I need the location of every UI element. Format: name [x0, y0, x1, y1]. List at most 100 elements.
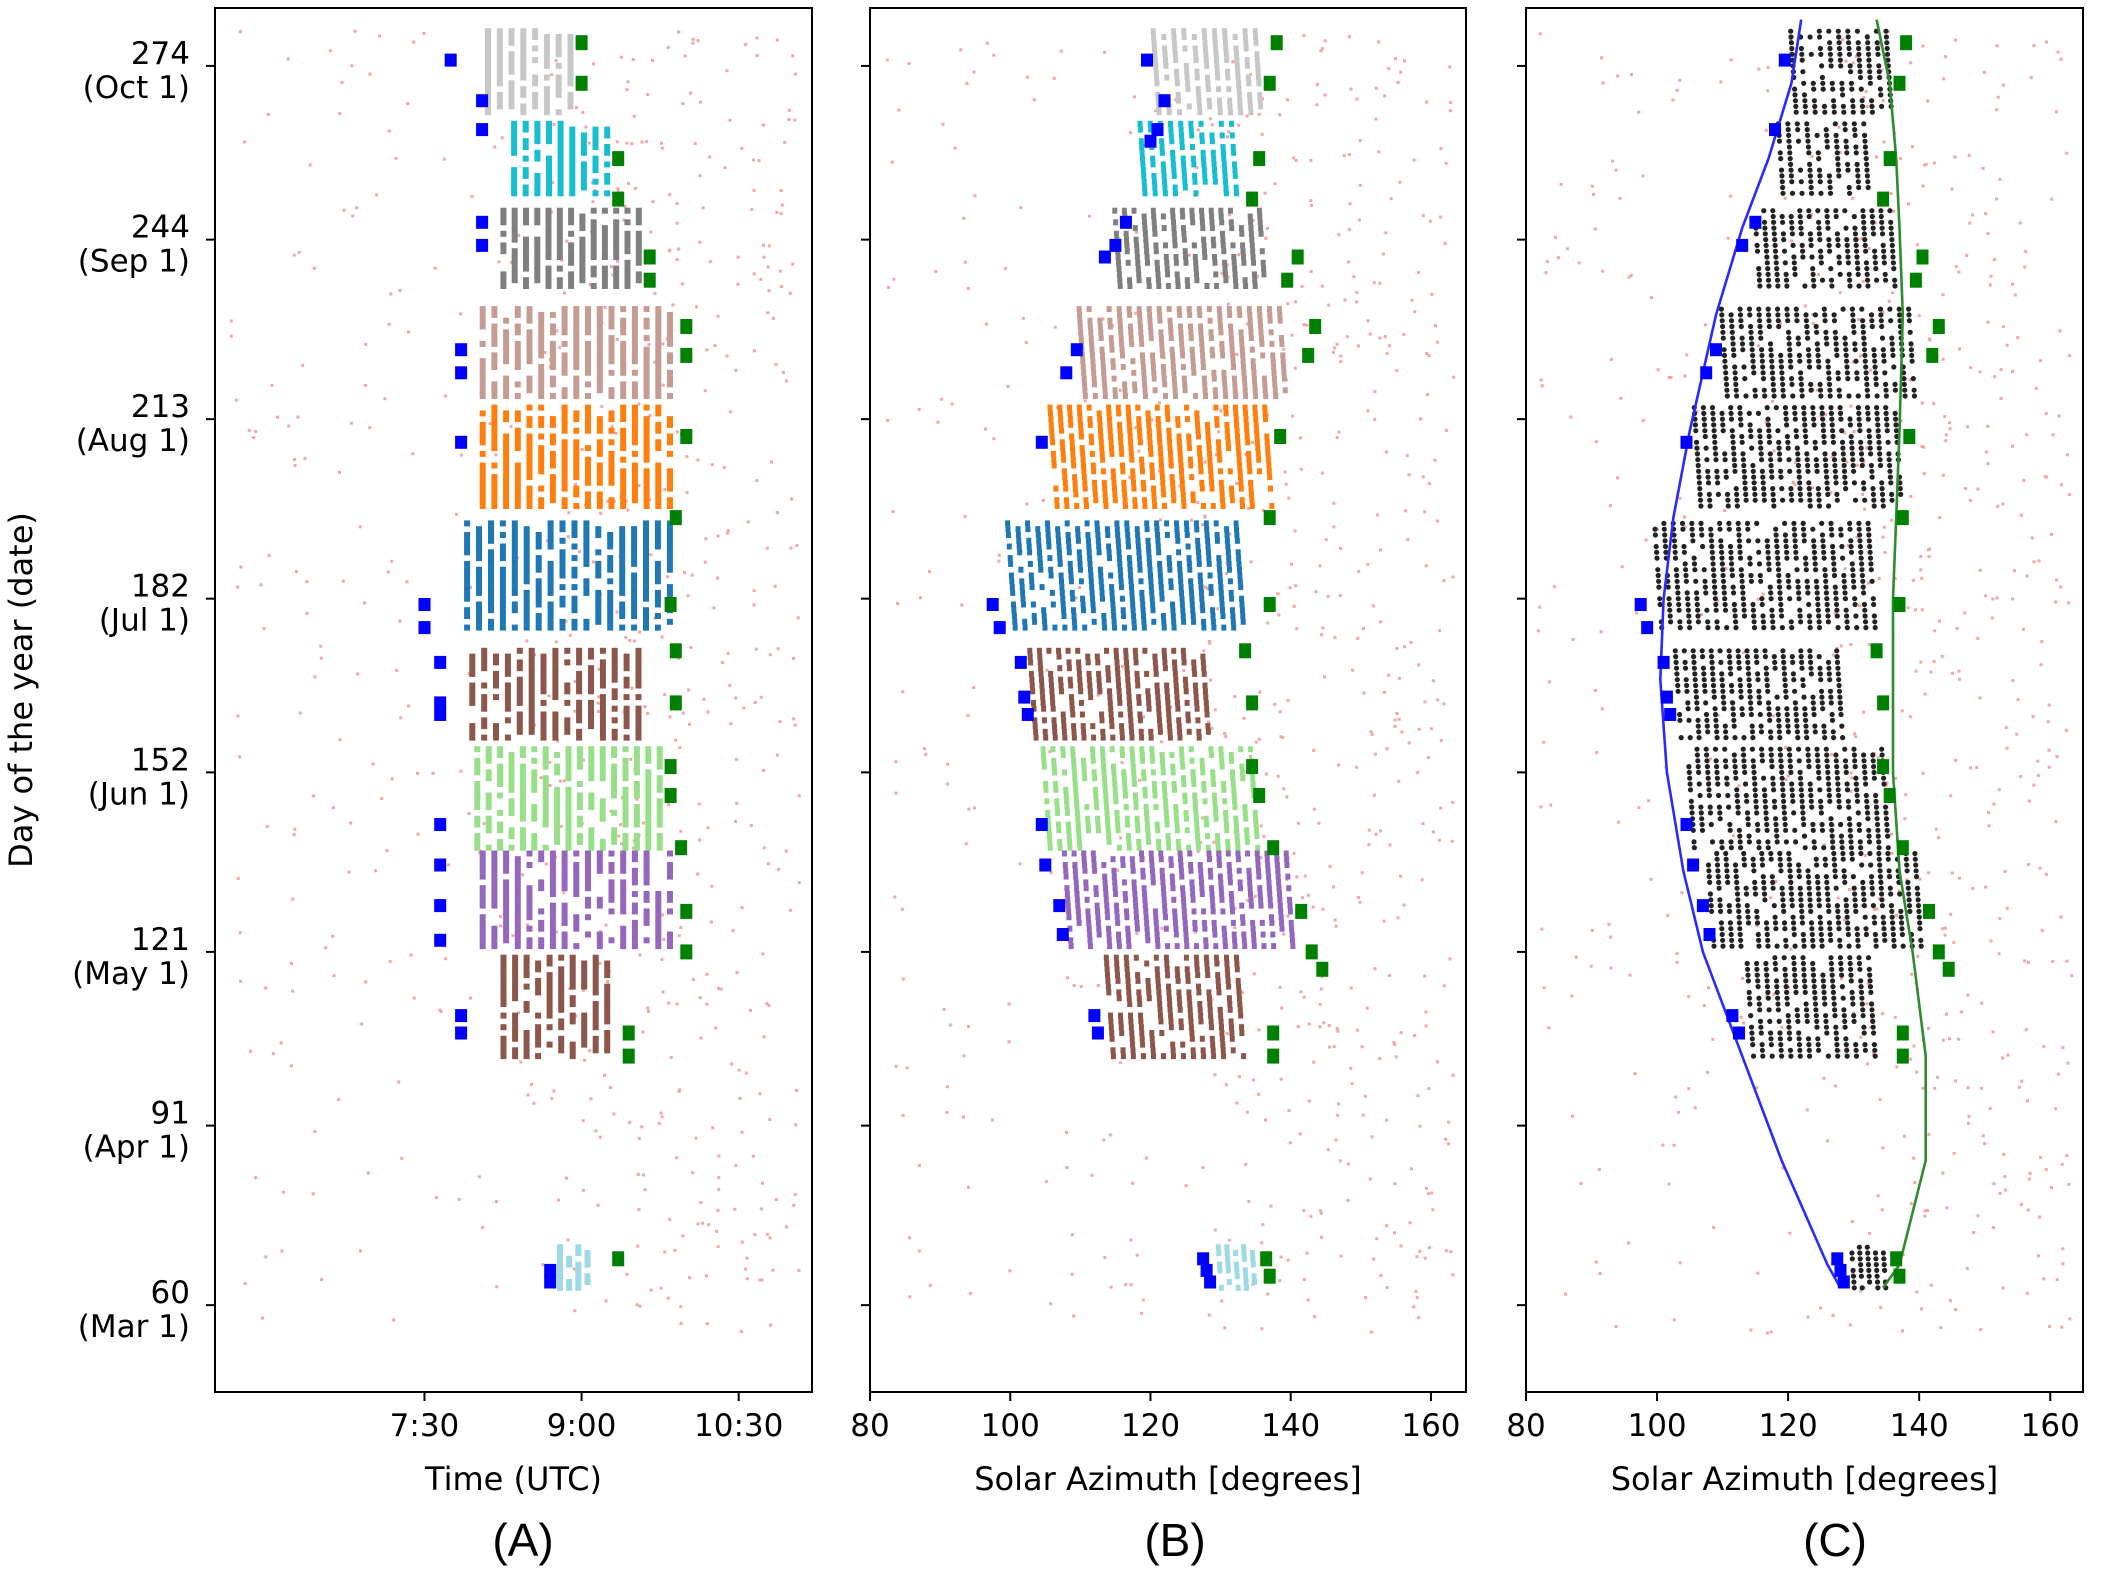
cluster-point [1075, 526, 1081, 533]
cluster-point [1081, 734, 1087, 741]
cluster-point [488, 584, 494, 591]
cluster-point [1150, 358, 1156, 365]
cluster-point [531, 786, 538, 793]
cluster-point [1236, 560, 1242, 567]
cluster-point [611, 775, 618, 782]
cluster-point [604, 161, 611, 168]
cluster-point [1039, 688, 1045, 695]
cluster-point [620, 427, 627, 434]
cluster-point [557, 167, 564, 174]
background-point [1389, 197, 1393, 201]
cluster-point [585, 393, 591, 399]
cluster-point [1170, 213, 1176, 220]
cluster-point [604, 1001, 611, 1007]
cluster-point [1205, 86, 1211, 93]
cluster-point [1011, 601, 1016, 608]
cluster-point [1067, 560, 1073, 567]
cluster-point [1107, 699, 1113, 706]
cluster-point [1180, 491, 1186, 498]
background-point [785, 1225, 788, 1229]
cluster-point [1187, 311, 1193, 318]
cluster-point [608, 497, 615, 504]
cluster-point [1057, 410, 1063, 417]
background-point [488, 422, 492, 425]
cluster-point [557, 120, 564, 127]
cluster-point [526, 306, 533, 313]
cluster-point [613, 283, 620, 289]
cluster-point [1077, 844, 1083, 851]
cluster-point [554, 821, 561, 828]
cluster-point [567, 103, 574, 110]
background-point [1103, 1255, 1107, 1259]
cluster-point [526, 850, 533, 857]
background-point [705, 1274, 708, 1278]
cluster-point [555, 62, 562, 69]
background-point [1435, 519, 1439, 523]
cluster-point [1100, 734, 1106, 741]
cluster-point [633, 752, 640, 758]
cluster-point [608, 358, 615, 365]
cluster-point [534, 271, 541, 278]
cluster-point [1104, 809, 1110, 816]
cluster-point [1194, 416, 1200, 423]
evening-edge-point [680, 347, 693, 363]
background-point [1381, 252, 1385, 256]
cluster-point [1125, 404, 1131, 411]
cluster-point [519, 809, 526, 816]
cluster-point [599, 804, 606, 811]
cluster-point [631, 925, 638, 932]
cluster-point [499, 543, 506, 550]
cluster-point [496, 34, 503, 40]
background-point [734, 368, 738, 372]
background-point [386, 570, 390, 574]
cluster-point [526, 445, 533, 452]
cluster-point [1028, 659, 1034, 666]
cluster-point [566, 1279, 573, 1285]
background-point [766, 862, 770, 866]
cluster-point [1243, 421, 1249, 428]
background-point [353, 29, 357, 33]
cluster-point [1120, 468, 1126, 475]
cluster-point [604, 132, 611, 139]
cluster-point [667, 896, 673, 903]
background-point [793, 1193, 797, 1197]
cluster-point [556, 236, 563, 243]
cluster-point [1216, 555, 1222, 562]
cluster-point [1272, 387, 1278, 394]
cluster-point [635, 653, 642, 660]
cluster-point [1238, 329, 1244, 336]
background-point [683, 54, 687, 58]
background-point [1420, 878, 1424, 882]
cluster-point [1250, 358, 1256, 365]
cluster-point [631, 624, 638, 631]
cluster-point [491, 404, 498, 411]
cluster-point [1199, 207, 1204, 214]
cluster-point [523, 618, 530, 625]
x-tick-label: 7:30 [390, 1408, 460, 1444]
background-point [1245, 114, 1249, 118]
cluster-point [608, 850, 615, 857]
background-point [716, 1245, 720, 1249]
cluster-point [1061, 723, 1067, 730]
cluster-point [1102, 381, 1108, 388]
cluster-point [608, 340, 615, 347]
cluster-point [608, 335, 615, 342]
background-point [699, 1036, 703, 1040]
cluster-point [514, 902, 521, 909]
cluster-point [1180, 647, 1186, 654]
cluster-point [1061, 728, 1067, 735]
cluster-point [1160, 352, 1166, 359]
cluster-point [546, 155, 552, 162]
cluster-point [588, 711, 594, 718]
cluster-point [643, 450, 650, 457]
background-point [908, 1236, 911, 1240]
cluster-point [528, 670, 535, 677]
cluster-point [620, 908, 627, 915]
background-point [1326, 594, 1330, 598]
background-point [734, 696, 738, 700]
cluster-point [1050, 705, 1056, 712]
cluster-point [1087, 682, 1093, 689]
cluster-point [643, 566, 649, 573]
cluster-point [1029, 682, 1035, 689]
cluster-point [1262, 381, 1268, 388]
